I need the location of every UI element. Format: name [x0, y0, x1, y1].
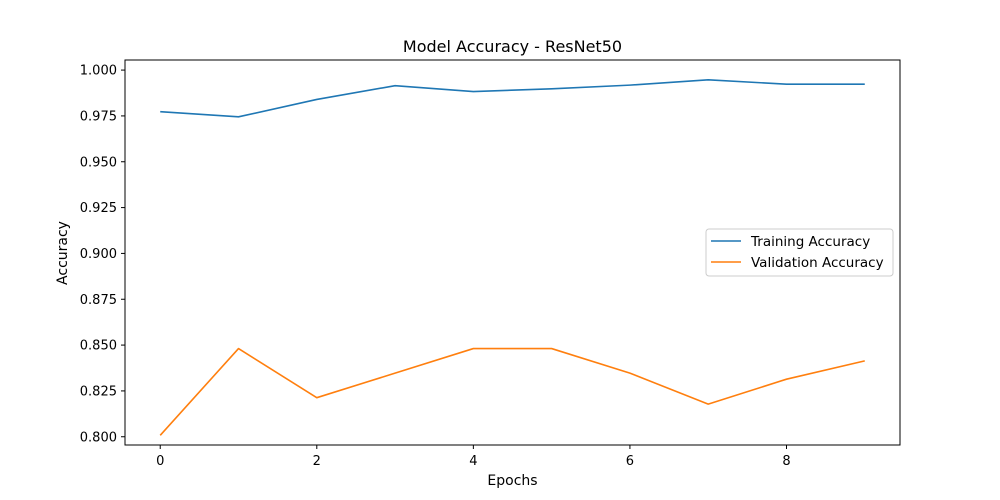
y-tick-label: 0.925 [80, 201, 117, 216]
x-tick-label: 6 [626, 454, 634, 469]
y-tick-label: 1.000 [80, 64, 117, 79]
y-tick-label: 0.975 [80, 109, 117, 124]
y-tick-label: 0.875 [80, 293, 117, 308]
legend-label: Training Accuracy [750, 234, 870, 250]
x-tick-label: 4 [469, 454, 477, 469]
y-tick-label: 0.825 [80, 384, 117, 399]
x-tick-label: 2 [313, 454, 321, 469]
y-tick-label: 0.800 [80, 430, 117, 445]
y-axis-label: Accuracy [55, 221, 71, 285]
series-line-training-accuracy [160, 79, 865, 118]
series-line-validation-accuracy [159, 347, 865, 436]
plot-area: 0.800 0.825 0.850 0.875 0.900 0.925 0.950 0.975… [80, 59, 901, 469]
x-tick-label: 0 [156, 454, 164, 469]
legend-label: Validation Accuracy [751, 255, 884, 271]
plot-frame [124, 59, 901, 446]
y-tick-label: 0.850 [80, 339, 117, 354]
y-tick-label: 0.900 [80, 247, 117, 262]
legend: Training Accuracy Validation Accuracy [705, 228, 894, 277]
x-axis-label: Epochs [487, 473, 537, 489]
y-tick-label: 0.950 [80, 155, 117, 170]
x-tick-label: 8 [782, 454, 790, 469]
chart-title: Model Accuracy - ResNet50 [403, 37, 622, 56]
legend-box [705, 228, 894, 277]
